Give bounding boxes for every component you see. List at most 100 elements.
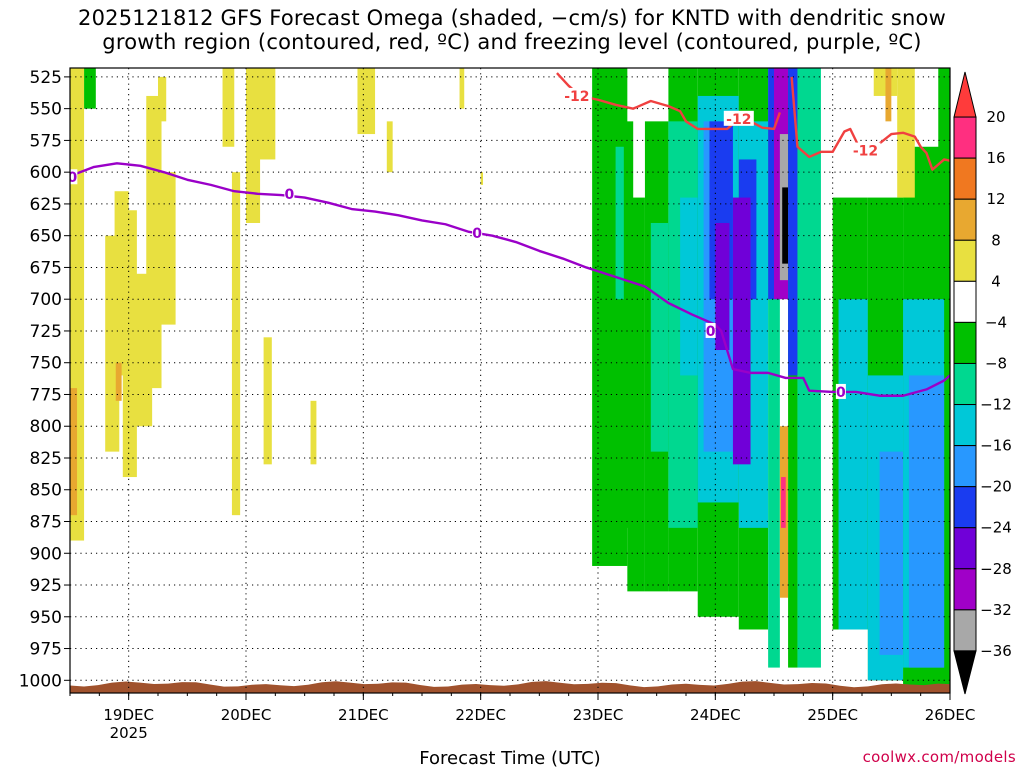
y-tick-label: 675 bbox=[30, 258, 62, 278]
colorbar-label: 20 bbox=[986, 108, 1005, 126]
contour-label: 0 bbox=[472, 226, 482, 242]
colorbar: 20 16 12 8 4 −4 −8 −12 −16 −20 −24 −28 −32 −36 bbox=[953, 71, 1012, 695]
colorbar-label: 16 bbox=[986, 149, 1005, 167]
colorbar-label: 8 bbox=[991, 231, 1001, 249]
contours: 0 0 0 0 0 -12 -12 -12 bbox=[67, 72, 950, 401]
colorbar-swatch bbox=[953, 321, 977, 364]
omega-patch bbox=[715, 222, 730, 351]
gridlines bbox=[70, 68, 951, 693]
omega-patch bbox=[158, 172, 176, 325]
colorbar-label: −24 bbox=[980, 519, 1012, 537]
omega-patch bbox=[879, 451, 904, 655]
y-tick-label: 825 bbox=[30, 449, 62, 469]
omega-patch bbox=[615, 146, 624, 300]
y-tick-label: 975 bbox=[30, 640, 62, 660]
omega-patch bbox=[908, 375, 945, 668]
y-tick-label: 575 bbox=[30, 131, 62, 151]
chart-title-line1: 2025121812 GFS Forecast Omega (shaded, −… bbox=[78, 6, 946, 30]
colorbar-swatch bbox=[953, 609, 977, 652]
y-tick-label: 875 bbox=[30, 513, 62, 533]
omega-patch bbox=[480, 172, 484, 185]
terrain-band bbox=[70, 681, 950, 693]
credit-text: coolwx.com/models bbox=[862, 748, 1016, 766]
y-tick-label: 800 bbox=[30, 417, 62, 437]
omega-patch bbox=[231, 172, 241, 516]
x-tick-label: 23DEC bbox=[573, 706, 624, 724]
colorbar-swatch bbox=[953, 198, 977, 241]
contour-label-bg bbox=[284, 185, 295, 201]
x-tick-label: 25DEC bbox=[807, 706, 858, 724]
x-tick-label: 21DEC bbox=[338, 706, 389, 724]
colorbar-label: −28 bbox=[980, 560, 1012, 578]
y-tick-label: 1000 bbox=[19, 671, 62, 691]
y-tick-label: 925 bbox=[30, 576, 62, 596]
colorbar-label: −32 bbox=[980, 601, 1012, 619]
y-tick-label: 600 bbox=[30, 163, 62, 183]
colorbar-swatch bbox=[953, 486, 977, 529]
x-tick-label: 24DEC bbox=[690, 706, 741, 724]
x-axis-title: Forecast Time (UTC) bbox=[419, 748, 600, 768]
colorbar-swatch bbox=[953, 280, 977, 323]
contour-label: -12 bbox=[564, 89, 589, 105]
omega-patch bbox=[310, 400, 317, 465]
omega-patch bbox=[115, 362, 122, 401]
omega-patch bbox=[386, 121, 393, 173]
y-axis: 525 550 575 600 625 650 675 700 725 750 775 800 825 8… bbox=[19, 68, 70, 691]
colorbar-label: 4 bbox=[991, 272, 1001, 290]
omega-patch bbox=[768, 68, 780, 668]
omega-patch bbox=[459, 68, 465, 109]
omega-patch bbox=[257, 68, 276, 160]
x-tick-label: 19DEC bbox=[103, 706, 154, 724]
x-tick-label: 26DEC bbox=[925, 706, 976, 724]
omega-patch bbox=[938, 68, 950, 198]
omega-patch bbox=[650, 222, 669, 452]
colorbar-label: −16 bbox=[980, 437, 1012, 455]
colorbar-swatch bbox=[953, 116, 977, 159]
y-tick-label: 625 bbox=[30, 195, 62, 215]
omega-patch bbox=[781, 477, 786, 528]
contour-label-bg bbox=[850, 142, 881, 158]
y-tick-label: 750 bbox=[30, 354, 62, 374]
y-tick-label: 700 bbox=[30, 290, 62, 310]
y-tick-label: 550 bbox=[30, 100, 62, 120]
y-tick-label: 775 bbox=[30, 385, 62, 405]
contour-label: -12 bbox=[726, 112, 751, 128]
omega-patch bbox=[788, 68, 798, 376]
x-axis: 19DEC 20DEC 21DEC 22DEC 23DEC 24DEC 25DEC 26DEC… bbox=[69, 693, 976, 742]
omega-patch bbox=[797, 68, 821, 668]
chart-title: 2025121812 GFS Forecast Omega (shaded, −… bbox=[0, 6, 1024, 54]
omega-shading bbox=[70, 68, 950, 687]
y-tick-label: 850 bbox=[30, 481, 62, 501]
x-year-label: 2025 bbox=[110, 724, 148, 742]
colorbar-label: 12 bbox=[986, 190, 1005, 208]
contour-label: 0 bbox=[706, 324, 716, 340]
omega-patch bbox=[158, 76, 167, 122]
colorbar-swatch bbox=[953, 362, 977, 406]
omega-patch bbox=[782, 187, 789, 264]
omega-patch bbox=[838, 299, 868, 630]
omega-patch bbox=[246, 68, 261, 223]
y-tick-label: 525 bbox=[30, 68, 62, 88]
contour-label: 0 bbox=[67, 170, 77, 186]
y-tick-label: 900 bbox=[30, 544, 62, 564]
colorbar-cap-bottom bbox=[953, 650, 977, 695]
terrain-strip bbox=[70, 681, 950, 693]
colorbar-swatch bbox=[953, 568, 977, 611]
contour-label: -12 bbox=[853, 144, 878, 160]
omega-patch bbox=[263, 337, 272, 465]
contour-label: 0 bbox=[836, 385, 846, 401]
freezing-level-line bbox=[70, 162, 950, 397]
colorbar-label: −36 bbox=[980, 642, 1012, 660]
contour-label-bg bbox=[835, 383, 846, 399]
x-tick-label: 22DEC bbox=[455, 706, 506, 724]
contour-label-bg bbox=[472, 225, 483, 241]
x-tick-label: 20DEC bbox=[221, 706, 272, 724]
colorbar-swatch bbox=[953, 157, 977, 200]
omega-patch bbox=[84, 68, 96, 109]
colorbar-swatch bbox=[953, 527, 977, 570]
contour-label-bg bbox=[723, 110, 754, 126]
omega-patch bbox=[627, 197, 645, 592]
colorbar-cap-top bbox=[953, 71, 977, 118]
contour-label-bg bbox=[705, 322, 716, 338]
